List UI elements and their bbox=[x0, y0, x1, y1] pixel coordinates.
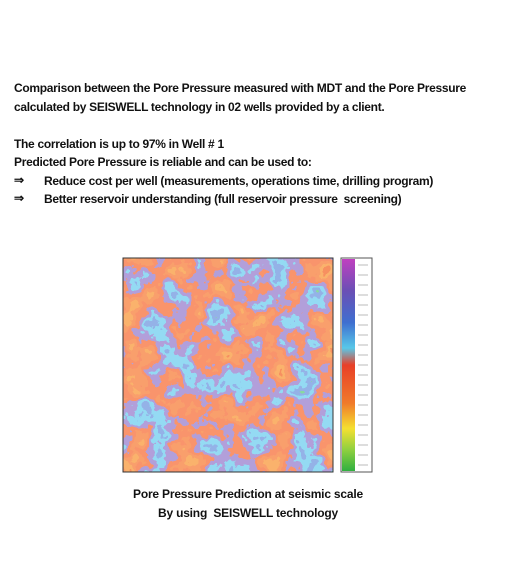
bullet-text: Reduce cost per well (measurements, oper… bbox=[44, 174, 434, 188]
colorbar-ticks bbox=[358, 264, 368, 466]
reliability: Predicted Pore Pressure is reliable and … bbox=[14, 155, 312, 169]
seismic-figure bbox=[122, 257, 373, 473]
intro-line: calculated by SEISWELL technology in 02 … bbox=[14, 100, 385, 114]
bullet-marker: ⇒ bbox=[14, 191, 25, 205]
map-frame bbox=[122, 257, 334, 473]
correlation: The correlation is up to 97% in Well # 1 bbox=[14, 137, 224, 151]
seismic-map bbox=[123, 258, 333, 472]
caption-line: Pore Pressure Prediction at seismic scal… bbox=[133, 487, 363, 501]
colorbar bbox=[342, 259, 355, 471]
intro-line: Comparison between the Pore Pressure mea… bbox=[14, 81, 467, 95]
caption-line: By using SEISWELL technology bbox=[158, 506, 338, 520]
bullet-text: Better reservoir understanding (full res… bbox=[44, 192, 402, 206]
bullet-marker: ⇒ bbox=[14, 173, 25, 187]
